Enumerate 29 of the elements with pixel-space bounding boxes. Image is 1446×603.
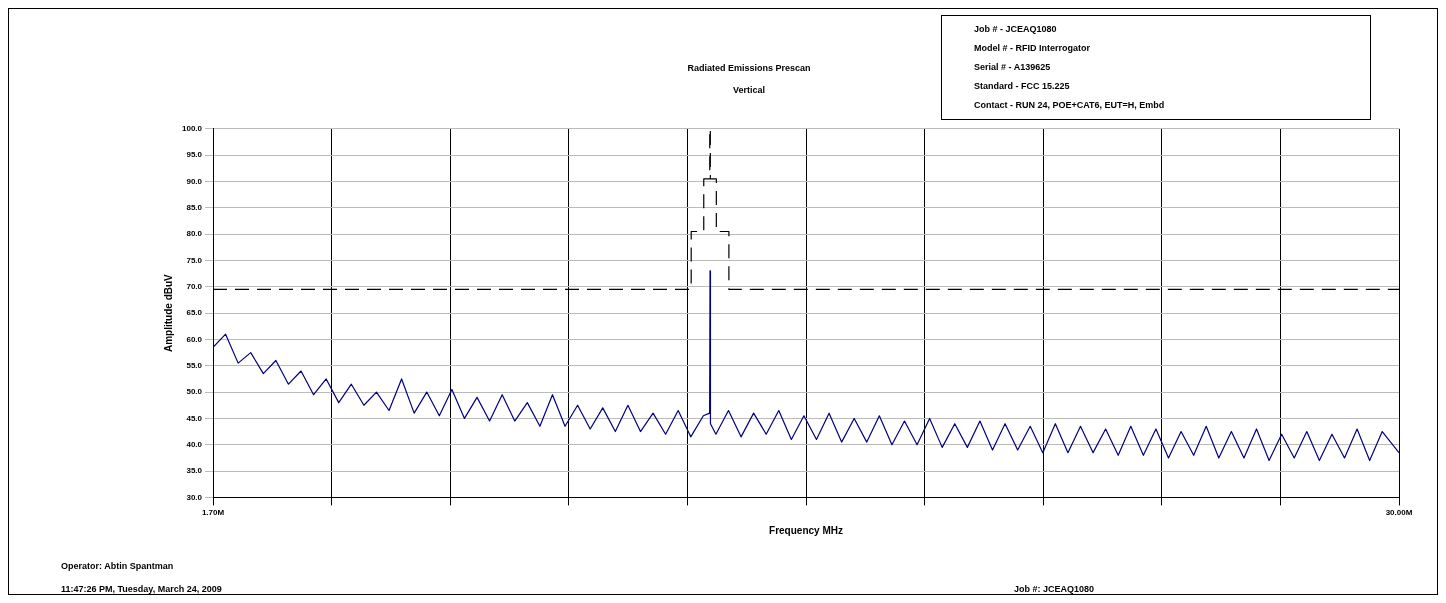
text: Contact - RUN 24, POE+CAT6, EUT=H, Embd bbox=[974, 99, 1166, 112]
text: Operator: Abtin Spantman bbox=[61, 561, 174, 571]
y-tick-label: 95.0 bbox=[186, 150, 203, 160]
y-tick-label: 90.0 bbox=[186, 176, 203, 186]
x-axis-title: Frequency MHz bbox=[769, 524, 843, 536]
x-tick-label: 1.70M bbox=[201, 508, 225, 518]
text: Serial # - A139625 bbox=[974, 61, 1052, 74]
y-tick-label: 30.0 bbox=[186, 492, 203, 502]
chart-title: Radiated Emissions Prescan bbox=[686, 63, 812, 73]
y-tick-label: 60.0 bbox=[186, 334, 203, 344]
y-tick-label: 100.0 bbox=[181, 124, 203, 133]
x-tick-label: 30.00M bbox=[1385, 508, 1413, 518]
text: Model # - RFID Interrogator bbox=[974, 42, 1091, 55]
y-tick-label: 85.0 bbox=[186, 202, 203, 212]
y-tick-label: 70.0 bbox=[186, 281, 203, 291]
text: Job # - JCEAQ1080 bbox=[974, 23, 1058, 36]
y-tick-label: 80.0 bbox=[186, 229, 203, 239]
text: Job #: JCEAQ1080 bbox=[1014, 584, 1095, 594]
text: Standard - FCC 15.225 bbox=[974, 80, 1071, 93]
chart-subtitle: Vertical bbox=[732, 85, 766, 95]
y-tick-label: 40.0 bbox=[186, 439, 203, 449]
y-tick-label: 65.0 bbox=[186, 308, 203, 318]
y-tick-label: 45.0 bbox=[186, 413, 203, 423]
y-tick-label: 35.0 bbox=[186, 466, 203, 476]
y-tick-label: 75.0 bbox=[186, 255, 203, 265]
y-tick-label: 55.0 bbox=[186, 360, 203, 370]
text: 11:47:26 PM, Tuesday, March 24, 2009 bbox=[61, 584, 222, 594]
y-axis-title: Amplitude dBuV bbox=[162, 273, 174, 352]
y-tick-label: 50.0 bbox=[186, 387, 203, 397]
